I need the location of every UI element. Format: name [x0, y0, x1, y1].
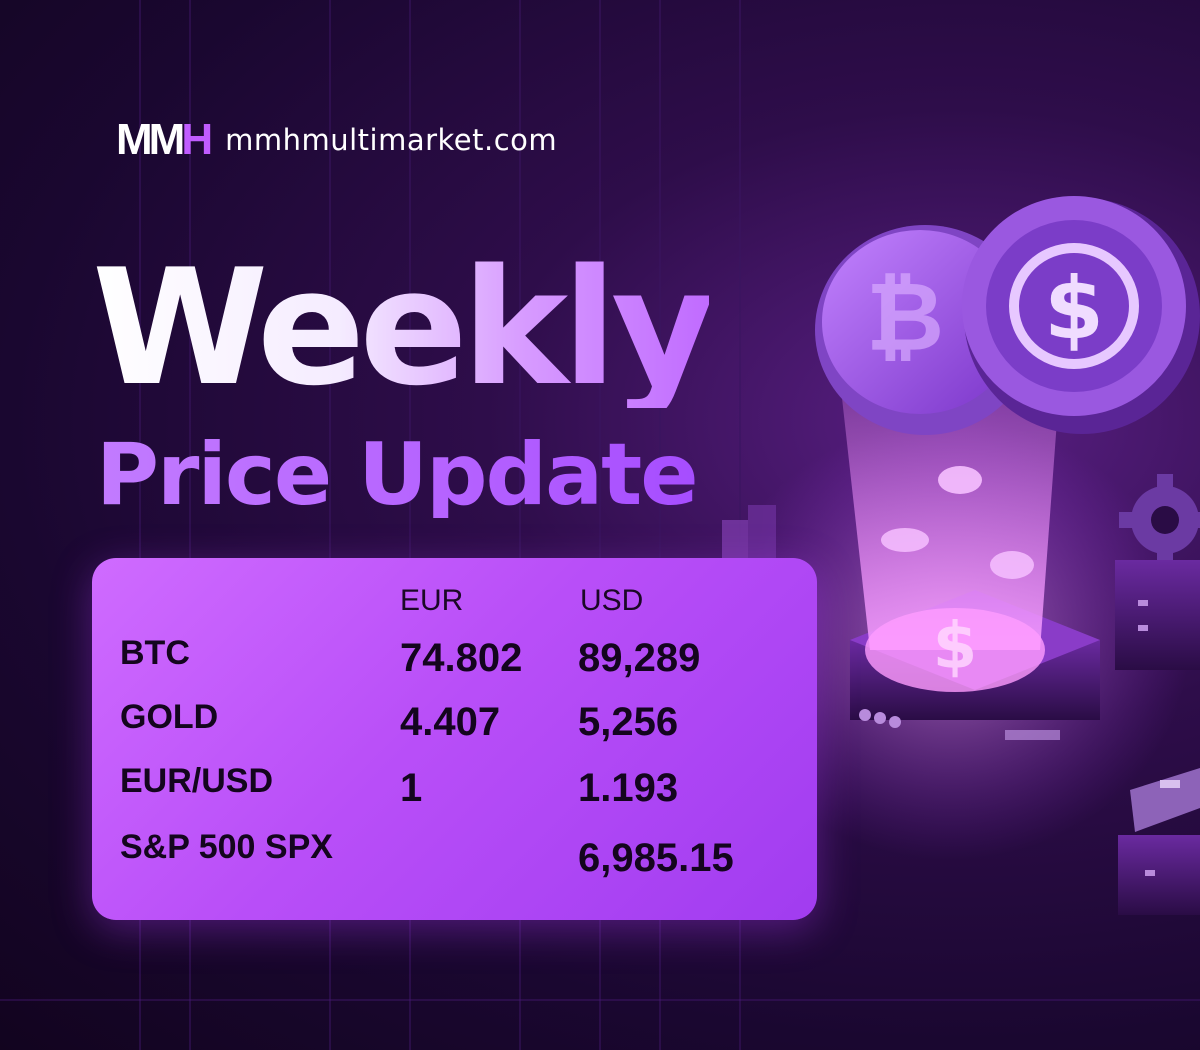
brand-logo: MMH [116, 118, 213, 162]
row-label-spx: S&P 500 SPX [120, 828, 333, 866]
row-label-eurusd: EUR/USD [120, 762, 274, 800]
row-value-btc-usd: 89,289 [578, 636, 701, 680]
headline-title: Weekly [92, 234, 715, 421]
row-value-eurusd-usd: 1.193 [578, 766, 679, 810]
price-card [92, 558, 817, 920]
row-label-btc: BTC [120, 634, 190, 672]
row-value-eurusd-eur: 1 [400, 766, 423, 810]
headline-subtitle: Price Update [96, 425, 699, 525]
row-label-gold: GOLD [120, 698, 219, 736]
brand-logo-main: MM [116, 115, 185, 164]
column-header-usd: USD [580, 584, 644, 617]
row-value-btc-eur: 74.802 [400, 636, 523, 680]
brand: MMH mmhmultimarket.com [116, 118, 557, 162]
row-value-gold-usd: 5,256 [578, 700, 679, 744]
row-value-spx-usd: 6,985.15 [578, 836, 734, 880]
column-header-eur: EUR [400, 584, 464, 617]
brand-domain: mmhmultimarket.com [225, 123, 558, 157]
row-value-gold-eur: 4.407 [400, 700, 501, 744]
brand-logo-accent: H [181, 115, 214, 164]
